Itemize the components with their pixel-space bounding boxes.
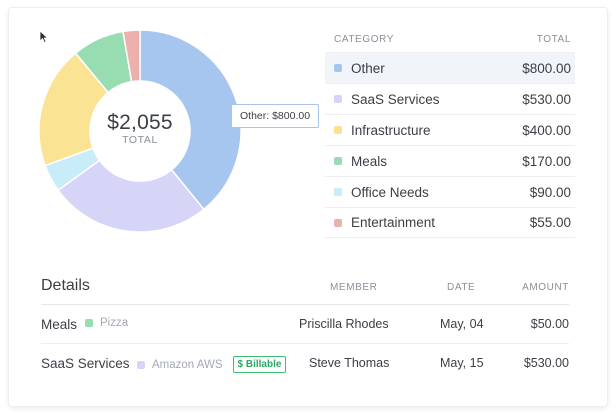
category-name: Infrastructure xyxy=(351,122,431,138)
expense-card: $2,055 TOTAL Other: $800.00 CATEGORY TOT… xyxy=(9,8,607,406)
category-row-other[interactable]: Other $800.00 xyxy=(325,52,575,83)
category-row-meals[interactable]: Meals $170.00 xyxy=(325,145,575,176)
detail-subcategory-label: Amazon AWS xyxy=(152,358,223,371)
details-title: Details xyxy=(41,277,90,294)
category-color-swatch xyxy=(334,64,342,72)
detail-amount: $530.00 xyxy=(523,356,569,370)
detail-category: SaaS Services xyxy=(41,356,130,371)
donut-svg xyxy=(39,30,241,232)
category-table-header: CATEGORY TOTAL xyxy=(325,26,575,52)
slice-entertainment[interactable] xyxy=(122,30,141,83)
category-total: $530.00 xyxy=(522,91,571,107)
detail-category: Meals xyxy=(41,317,78,332)
category-row-saas-services[interactable]: SaaS Services $530.00 xyxy=(325,83,575,114)
category-row-office-needs[interactable]: Office Needs $90.00 xyxy=(325,176,575,207)
category-name: Meals xyxy=(351,153,388,169)
donut-chart[interactable]: $2,055 TOTAL Other: $800.00 xyxy=(39,30,320,232)
category-row-infrastructure[interactable]: Infrastructure $400.00 xyxy=(325,114,575,145)
category-color-swatch xyxy=(334,157,342,165)
detail-row-saas-services[interactable]: SaaS Services Amazon AWS $ Billable Stev… xyxy=(41,344,569,382)
slice-saas-services[interactable] xyxy=(57,159,205,232)
category-name: Other xyxy=(351,60,385,76)
category-table: CATEGORY TOTAL Other $800.00 SaaS Servic… xyxy=(325,26,575,238)
category-color-swatch xyxy=(334,95,342,103)
detail-subcategory: Pizza xyxy=(85,317,128,329)
detail-subcategory-label: Pizza xyxy=(100,317,129,329)
detail-subcategory: Amazon AWS $ Billable xyxy=(137,356,287,373)
detail-member: Priscilla Rhodes xyxy=(299,317,389,331)
member-column-header: MEMBER xyxy=(330,282,378,293)
billable-badge: $ Billable xyxy=(232,356,287,373)
category-color-swatch xyxy=(334,188,342,196)
category-total: $400.00 xyxy=(522,122,571,138)
detail-amount: $50.00 xyxy=(530,317,569,331)
category-total: $800.00 xyxy=(522,60,571,76)
detail-date: May, 15 xyxy=(440,356,484,370)
category-color-swatch xyxy=(334,126,342,134)
date-column-header: DATE xyxy=(447,282,476,293)
slice-other[interactable] xyxy=(139,30,241,211)
category-total: $55.00 xyxy=(529,215,571,230)
details-section: Details MEMBER DATE AMOUNT Meals Pizza P… xyxy=(41,274,569,382)
detail-row-meals[interactable]: Meals Pizza Priscilla Rhodes May, 04 $50… xyxy=(41,305,569,344)
category-color-swatch xyxy=(334,218,342,227)
details-header: Details MEMBER DATE AMOUNT xyxy=(41,274,569,305)
category-row-entertainment[interactable]: Entertainment $55.00 xyxy=(325,207,575,238)
detail-member: Steve Thomas xyxy=(309,356,390,370)
detail-color-swatch xyxy=(137,360,145,369)
category-total: $90.00 xyxy=(529,184,571,200)
category-name: Entertainment xyxy=(351,215,436,230)
chart-tooltip: Other: $800.00 xyxy=(231,104,320,128)
amount-column-header: AMOUNT xyxy=(522,282,569,293)
detail-date: May, 04 xyxy=(440,317,484,331)
total-column-header: TOTAL xyxy=(536,33,571,45)
category-name: Office Needs xyxy=(351,184,429,200)
detail-color-swatch xyxy=(85,319,93,327)
mouse-cursor-icon xyxy=(39,30,49,44)
category-name: SaaS Services xyxy=(351,91,440,107)
category-column-header: CATEGORY xyxy=(334,33,394,45)
category-total: $170.00 xyxy=(522,153,571,169)
